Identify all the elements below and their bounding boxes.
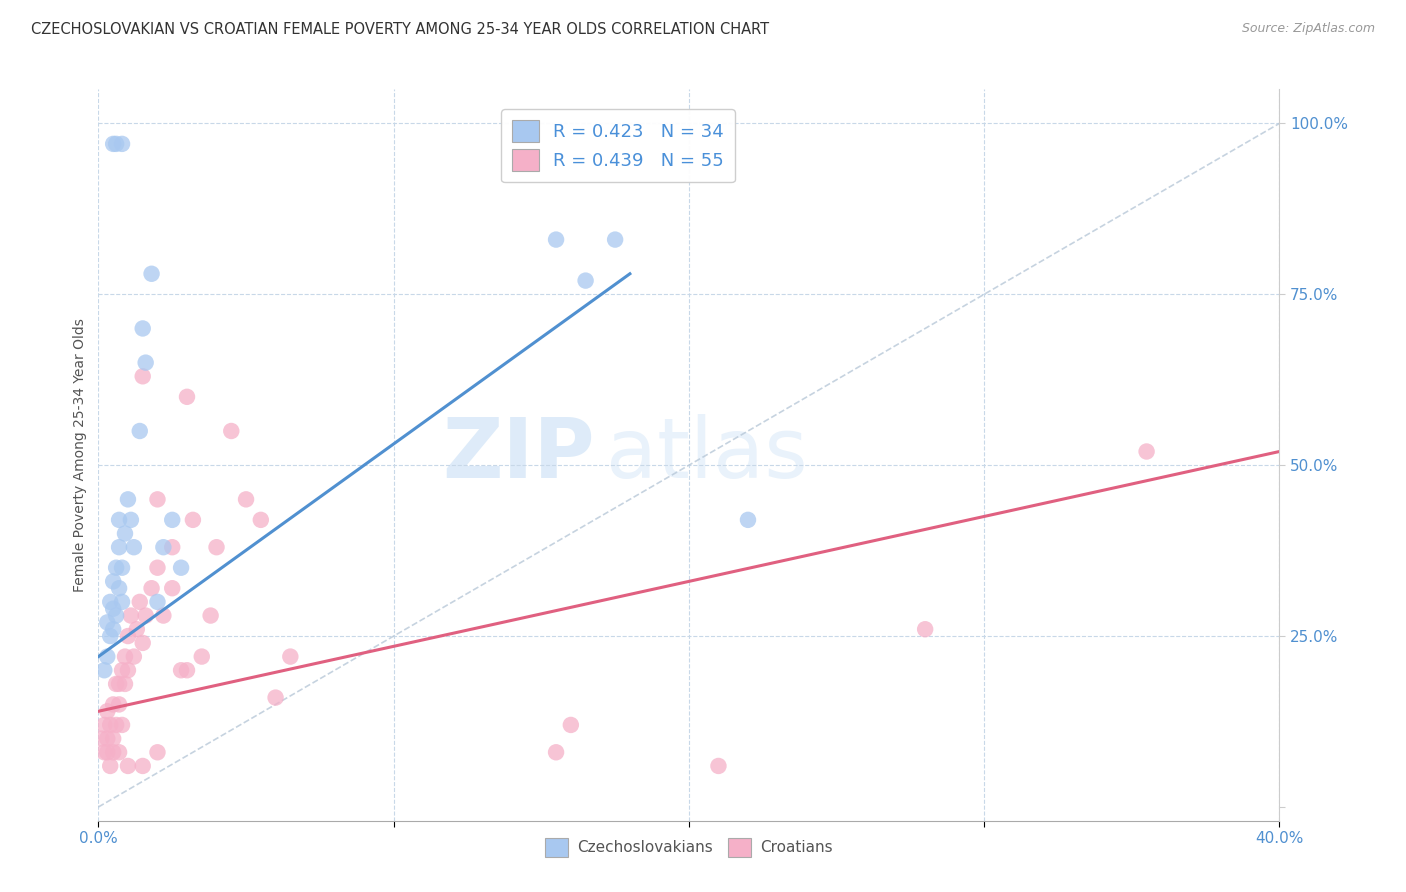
Point bbox=[120, 513, 142, 527]
Point bbox=[191, 649, 214, 664]
Point bbox=[96, 731, 118, 746]
Point bbox=[125, 622, 148, 636]
Point bbox=[98, 718, 121, 732]
Point bbox=[93, 663, 115, 677]
Point bbox=[96, 704, 118, 718]
Point bbox=[98, 629, 121, 643]
Legend: Czechoslovakians, Croatians: Czechoslovakians, Croatians bbox=[537, 830, 841, 864]
Point bbox=[141, 581, 163, 595]
Point bbox=[146, 492, 169, 507]
Point bbox=[280, 649, 302, 664]
Point bbox=[117, 629, 139, 643]
Point bbox=[108, 698, 131, 712]
Text: CZECHOSLOVAKIAN VS CROATIAN FEMALE POVERTY AMONG 25-34 YEAR OLDS CORRELATION CHA: CZECHOSLOVAKIAN VS CROATIAN FEMALE POVER… bbox=[31, 22, 769, 37]
Point bbox=[103, 574, 125, 589]
Text: atlas: atlas bbox=[606, 415, 808, 495]
Point bbox=[737, 513, 759, 527]
Point bbox=[108, 513, 131, 527]
Point bbox=[111, 136, 134, 151]
Point bbox=[96, 615, 118, 630]
Point bbox=[93, 718, 115, 732]
Point bbox=[103, 698, 125, 712]
Point bbox=[98, 759, 121, 773]
Point bbox=[96, 745, 118, 759]
Point bbox=[98, 595, 121, 609]
Point bbox=[181, 513, 204, 527]
Point bbox=[146, 560, 169, 574]
Point bbox=[105, 136, 128, 151]
Point bbox=[120, 608, 142, 623]
Point bbox=[250, 513, 273, 527]
Point bbox=[111, 560, 134, 574]
Point bbox=[90, 731, 112, 746]
Point bbox=[162, 513, 183, 527]
Point bbox=[546, 233, 568, 247]
Point bbox=[135, 608, 157, 623]
Point bbox=[114, 526, 136, 541]
Point bbox=[108, 581, 131, 595]
Point bbox=[111, 718, 134, 732]
Point bbox=[176, 663, 198, 677]
Point bbox=[105, 560, 128, 574]
Point bbox=[114, 649, 136, 664]
Point bbox=[135, 356, 157, 370]
Point bbox=[205, 540, 228, 554]
Point bbox=[108, 745, 131, 759]
Point bbox=[103, 745, 125, 759]
Point bbox=[141, 267, 163, 281]
Point bbox=[162, 581, 183, 595]
Point bbox=[122, 649, 145, 664]
Point bbox=[93, 745, 115, 759]
Point bbox=[1136, 444, 1159, 458]
Point bbox=[117, 759, 139, 773]
Point bbox=[152, 608, 174, 623]
Point bbox=[264, 690, 287, 705]
Point bbox=[103, 622, 125, 636]
Point bbox=[117, 663, 139, 677]
Point bbox=[108, 677, 131, 691]
Point bbox=[200, 608, 222, 623]
Point bbox=[96, 649, 118, 664]
Text: ZIP: ZIP bbox=[441, 415, 595, 495]
Point bbox=[575, 274, 598, 288]
Point bbox=[176, 390, 198, 404]
Point bbox=[146, 745, 169, 759]
Point bbox=[132, 759, 155, 773]
Point bbox=[560, 718, 582, 732]
Point bbox=[132, 369, 155, 384]
Point bbox=[111, 663, 134, 677]
Point bbox=[128, 424, 150, 438]
Point bbox=[170, 560, 193, 574]
Point bbox=[108, 540, 131, 554]
Point bbox=[235, 492, 257, 507]
Point bbox=[103, 601, 125, 615]
Point bbox=[128, 595, 150, 609]
Text: Source: ZipAtlas.com: Source: ZipAtlas.com bbox=[1241, 22, 1375, 36]
Point bbox=[162, 540, 183, 554]
Point bbox=[122, 540, 145, 554]
Point bbox=[105, 677, 128, 691]
Point bbox=[146, 595, 169, 609]
Point bbox=[914, 622, 936, 636]
Point bbox=[605, 233, 627, 247]
Point bbox=[707, 759, 730, 773]
Point bbox=[111, 595, 134, 609]
Point bbox=[114, 677, 136, 691]
Point bbox=[221, 424, 243, 438]
Point bbox=[546, 745, 568, 759]
Point bbox=[103, 731, 125, 746]
Point bbox=[103, 136, 125, 151]
Point bbox=[152, 540, 174, 554]
Point bbox=[132, 636, 155, 650]
Point bbox=[105, 718, 128, 732]
Point bbox=[117, 492, 139, 507]
Point bbox=[170, 663, 193, 677]
Point bbox=[105, 608, 128, 623]
Y-axis label: Female Poverty Among 25-34 Year Olds: Female Poverty Among 25-34 Year Olds bbox=[73, 318, 87, 592]
Point bbox=[132, 321, 155, 335]
